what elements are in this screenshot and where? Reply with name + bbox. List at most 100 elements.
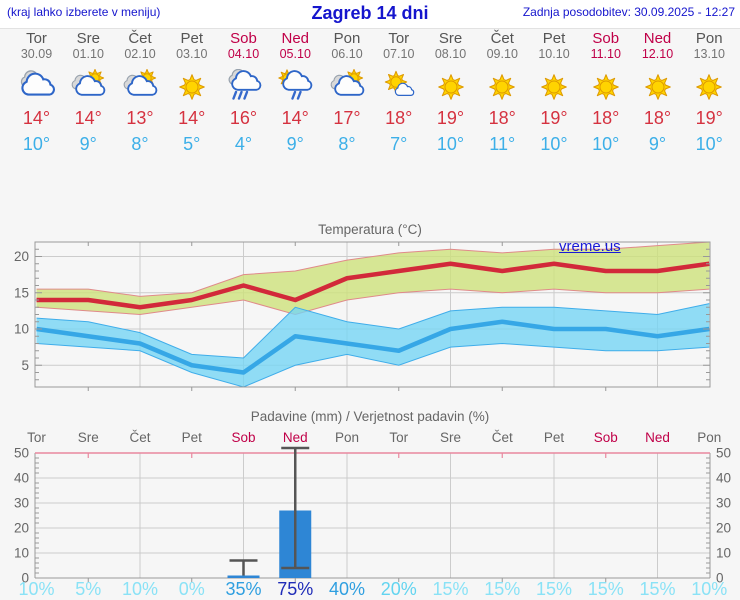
low-temp: 10°: [540, 134, 568, 154]
y-axis-tick-label: 20: [716, 521, 731, 536]
y-axis-tick-label: 0: [716, 571, 724, 586]
weekday-label: Pon: [333, 30, 361, 47]
low-temp: 5°: [183, 134, 201, 154]
day-column[interactable]: Čet 02.10 13° 8°: [114, 30, 166, 170]
date-label: 01.10: [72, 47, 104, 61]
y-axis-tick-label: 40: [716, 471, 731, 486]
sunny-weather-icon: [644, 74, 671, 100]
low-temp: 7°: [390, 134, 408, 154]
last-update-text: Zadnja posodobitev: 30.09.2025 - 12:27: [522, 5, 735, 19]
precip-day-label: Čet: [492, 430, 513, 445]
precip-day-label: Sob: [231, 430, 255, 445]
date-label: 07.10: [383, 47, 415, 61]
date-label: 10.10: [538, 47, 570, 61]
precip-day-label: Sob: [594, 430, 618, 445]
low-temp: 10°: [436, 134, 465, 154]
precip-probability-label: 15%: [588, 579, 624, 599]
day-column[interactable]: Pon 06.10 17° 8°: [321, 30, 373, 170]
y-axis-tick-label: 10: [716, 546, 731, 561]
date-label: 04.10: [227, 47, 260, 61]
day-column[interactable]: Ned 12.10 18° 9°: [632, 30, 684, 170]
precip-day-label: Sre: [440, 430, 461, 445]
y-axis-tick-label: 30: [14, 496, 29, 511]
date-label: 11.10: [590, 47, 621, 61]
high-temp: 14°: [74, 108, 102, 128]
weekday-label: Pet: [542, 30, 566, 47]
day-column[interactable]: Čet 09.10 18° 11°: [476, 30, 528, 170]
day-column[interactable]: Ned 05.10 14° 9°: [269, 30, 321, 170]
weekday-label: Ned: [643, 30, 672, 47]
weekday-label: Pon: [695, 30, 723, 47]
precip-day-label: Pet: [182, 430, 203, 445]
weekday-label: Čet: [490, 30, 514, 47]
weekday-label: Sre: [438, 30, 463, 47]
high-temp: 16°: [229, 108, 258, 128]
temperature-chart: 5 10 15 20: [14, 241, 711, 391]
day-column[interactable]: Sob 11.10 18° 10°: [580, 30, 632, 170]
high-temp: 19°: [540, 108, 568, 128]
date-label: 12.10: [641, 47, 674, 61]
precip-probability-label: 10%: [691, 579, 727, 599]
sunny-weather-icon: [489, 74, 516, 100]
y-axis-tick-label: 5: [21, 358, 29, 373]
day-column[interactable]: Sob 04.10 16° 4°: [218, 30, 270, 170]
temperature-chart-title: Temperatura (°C): [318, 222, 422, 237]
precip-probability-label: 40%: [329, 579, 365, 599]
precip-probability-label: 15%: [432, 579, 468, 599]
precip-day-label: Sre: [78, 430, 99, 445]
high-temp: 18°: [488, 108, 516, 128]
sunny-weather-icon: [178, 74, 205, 100]
date-label: 13.10: [693, 47, 725, 61]
precipitation-bar: [227, 575, 260, 578]
precip-probability-label: 10%: [18, 579, 54, 599]
date-label: 05.10: [279, 47, 311, 61]
sun-rain-weather-icon: [278, 69, 313, 100]
mostly-sunny-weather-icon: [384, 70, 414, 97]
precip-day-label: Tor: [389, 430, 408, 445]
precip-probability-label: 75%: [277, 579, 313, 599]
precip-probability-label: 15%: [484, 579, 520, 599]
precip-day-label: Pon: [697, 430, 721, 445]
high-temp: 19°: [695, 108, 723, 128]
precip-probability-label: 0%: [179, 579, 205, 599]
low-temp: 10°: [695, 134, 723, 154]
precip-probability-label: 35%: [225, 579, 261, 599]
page-title: Zagreb 14 dni: [311, 3, 429, 23]
sunny-weather-icon: [696, 74, 723, 100]
low-temp: 9°: [79, 134, 97, 154]
rain-weather-icon: [228, 69, 261, 100]
date-label: 09.10: [486, 47, 518, 61]
location-menu-hint: (kraj lahko izberete v meniju): [7, 5, 161, 19]
day-column[interactable]: Pon 13.10 19° 10°: [683, 30, 735, 170]
date-label: 08.10: [434, 47, 467, 61]
y-axis-tick-label: 40: [14, 471, 29, 486]
low-temp: 11°: [489, 134, 516, 154]
watermark-link[interactable]: vreme.us: [559, 238, 621, 255]
cloudy-weather-icon: [20, 70, 55, 96]
day-column[interactable]: Tor 30.09 14° 10°: [11, 30, 63, 170]
precip-day-label: Tor: [27, 430, 46, 445]
precip-probability-label: 5%: [75, 579, 101, 599]
high-temp: 18°: [643, 108, 672, 128]
precip-day-label: Ned: [645, 430, 670, 445]
sunny-weather-icon: [437, 74, 464, 100]
precipitation-chart-title: Padavine (mm) / Verjetnost padavin (%): [250, 409, 490, 424]
low-temp: 8°: [338, 134, 356, 154]
weekday-label: Sob: [230, 30, 257, 47]
low-temp: 8°: [131, 134, 149, 154]
date-label: 02.10: [124, 47, 156, 61]
day-column[interactable]: Pet 10.10 19° 10°: [528, 30, 580, 170]
sun-clouds-weather-icon: [71, 69, 106, 96]
high-temp: 14°: [178, 108, 206, 128]
high-temp: 14°: [281, 108, 309, 128]
day-column[interactable]: Tor 07.10 18° 7°: [373, 30, 425, 170]
day-column[interactable]: Sre 08.10 19° 10°: [425, 30, 477, 170]
weekday-label: Ned: [281, 30, 310, 47]
weekday-label: Sob: [592, 30, 620, 47]
date-label: 30.09: [20, 47, 53, 61]
low-temp: 9°: [648, 134, 667, 154]
page-header: (kraj lahko izberete v meniju) Zagreb 14…: [0, 0, 740, 29]
day-column[interactable]: Pet 03.10 14° 5°: [166, 30, 218, 170]
day-column[interactable]: Sre 01.10 14° 9°: [62, 30, 114, 170]
